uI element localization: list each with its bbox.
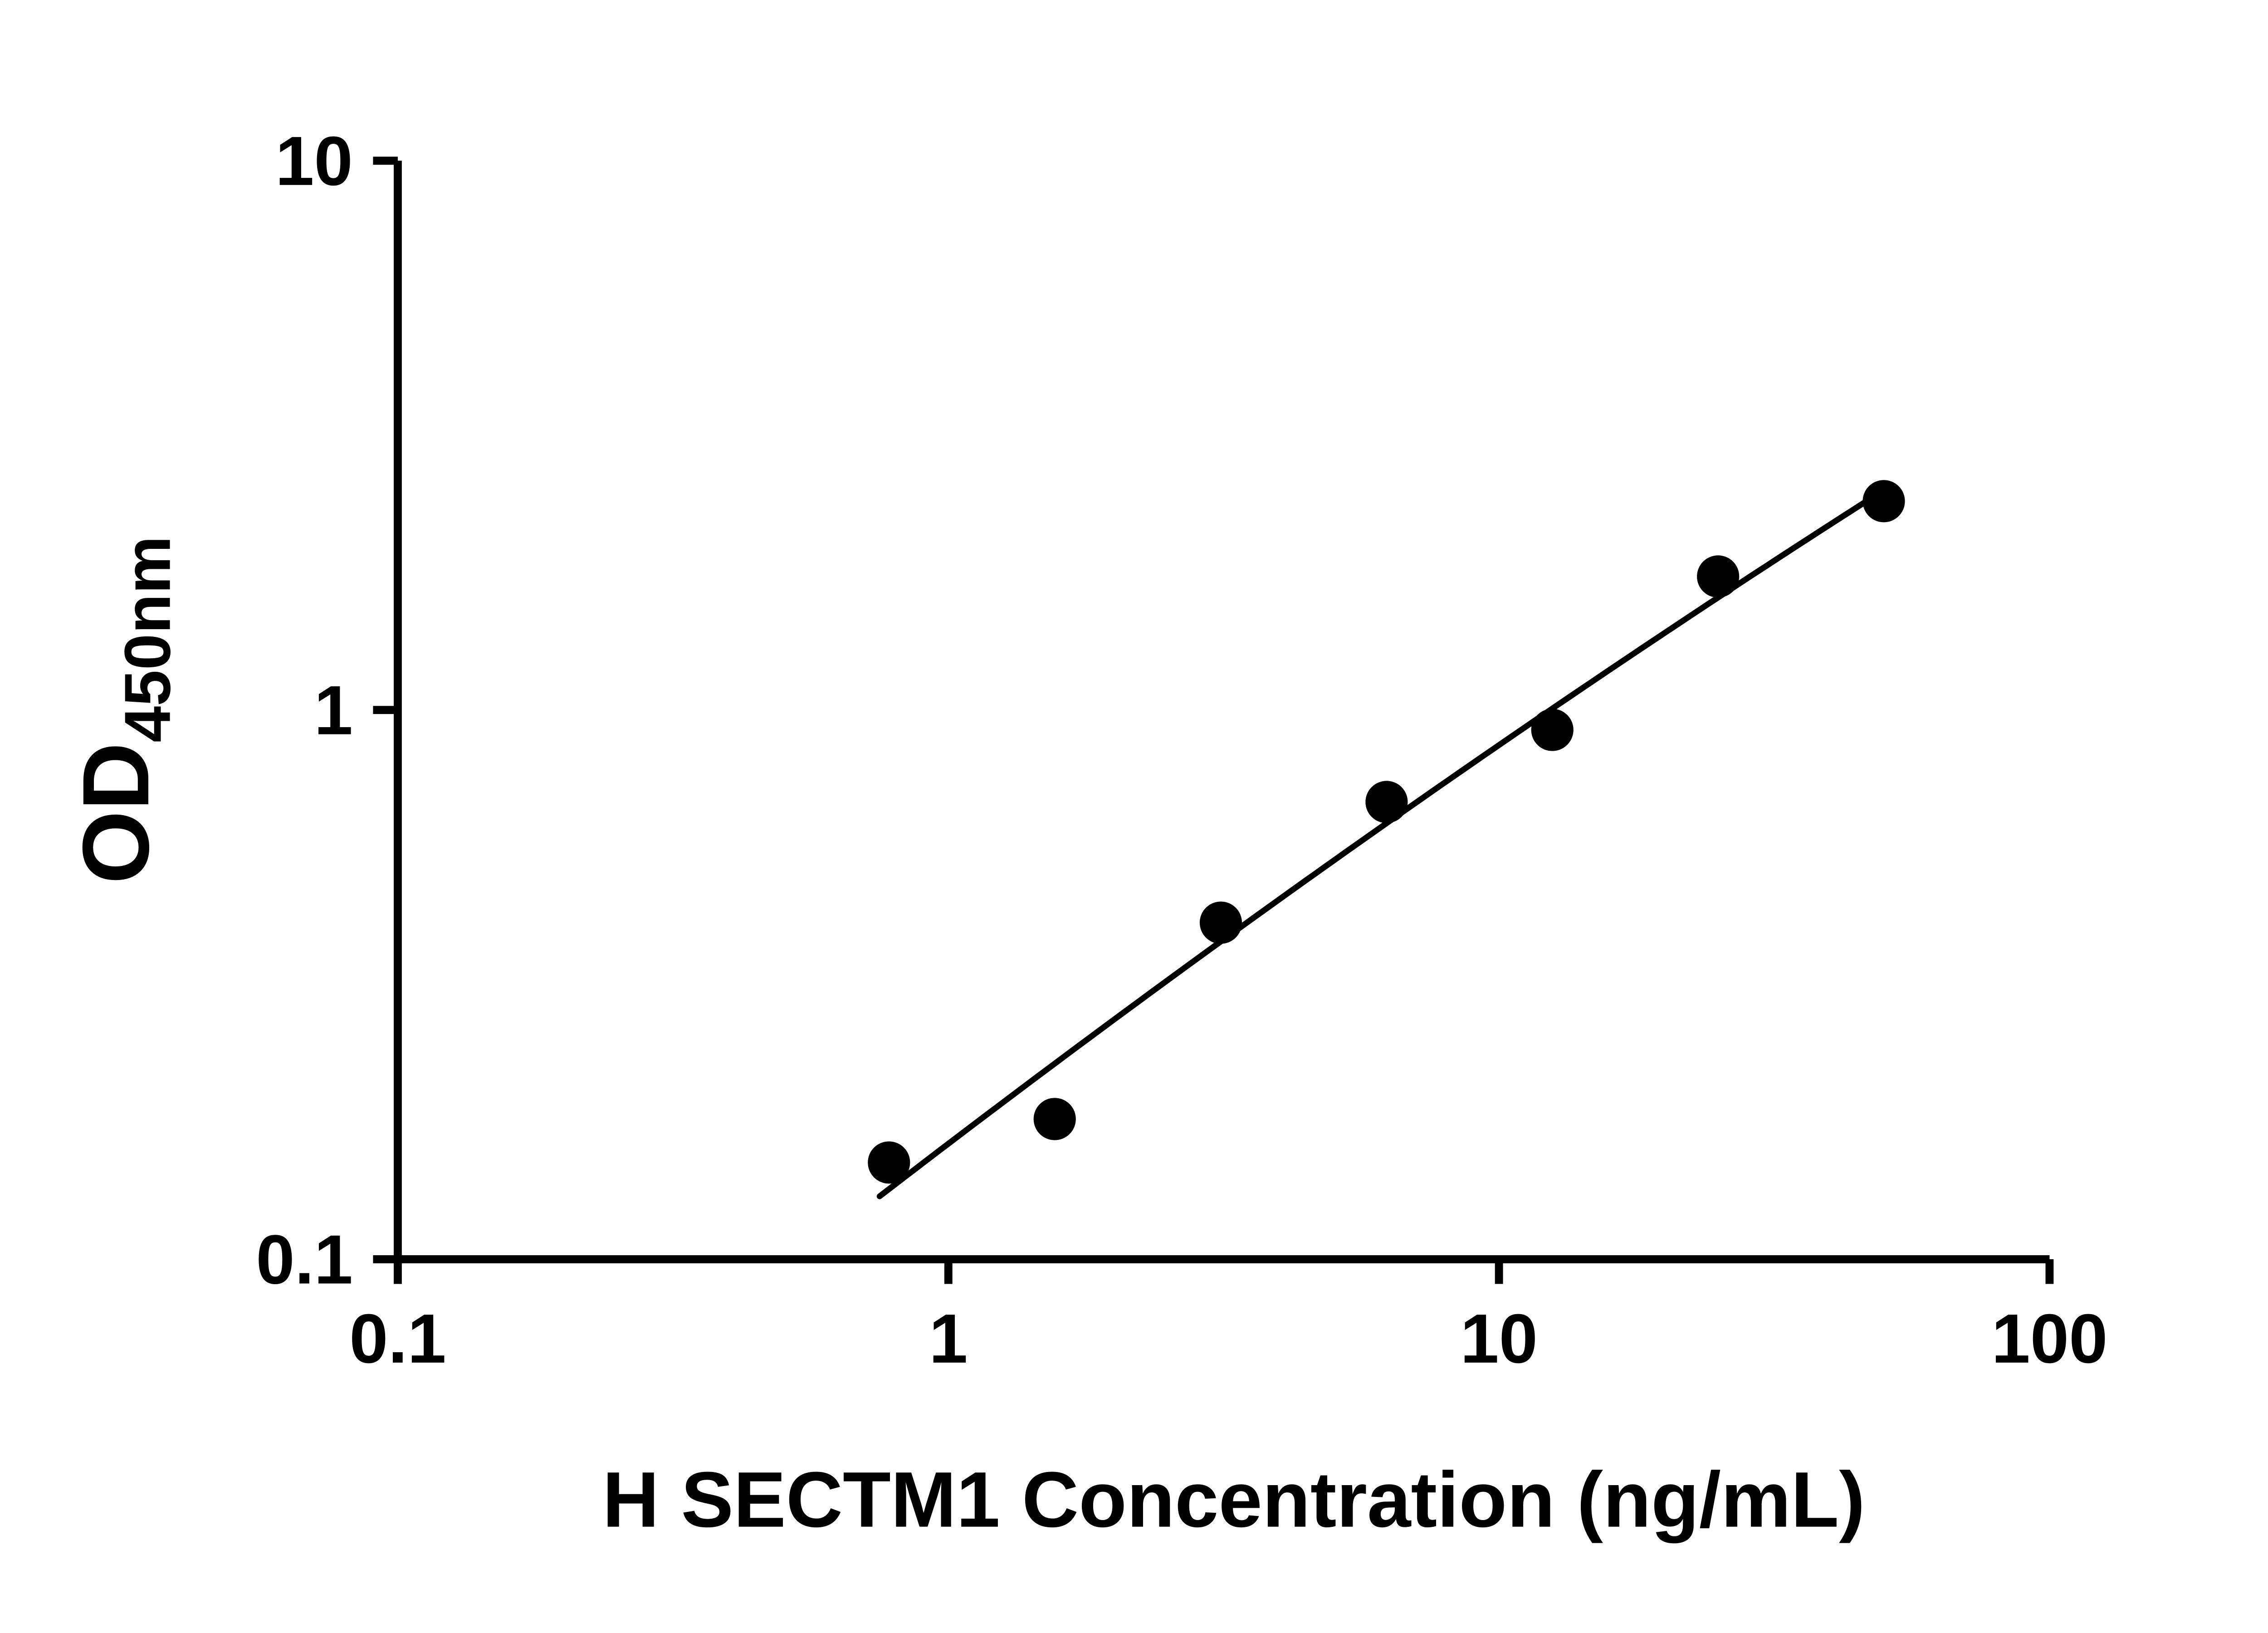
y-axis-title-subscript: 450nm [112,536,184,743]
y-axis-title: OD450nm [64,536,184,884]
data-point [1531,709,1574,751]
data-point [1697,555,1740,598]
y-axis-title-main: OD [64,743,169,884]
x-axis-title: H SECTM1 Concentration (ng/mL) [602,1456,1865,1544]
x-tick-label: 10 [1460,1300,1538,1378]
data-point [868,1141,910,1184]
y-tick-label: 1 [314,671,352,749]
x-tick-label: 1 [929,1300,968,1378]
x-tick-label: 0.1 [349,1300,446,1378]
data-points [868,480,1905,1184]
data-point [1199,901,1242,944]
axes [394,161,2050,1263]
tick-marks-and-labels: 0.1 1 10 100 0.1 1 10 [256,122,2107,1378]
standard-curve-line [876,487,1887,1199]
data-point [1365,781,1408,823]
axis-lines [394,161,2050,1263]
x-tick-label: 100 [1991,1300,2107,1378]
data-point [1033,1098,1076,1140]
data-point [1862,480,1905,523]
fit-curve [876,487,1887,1199]
y-tick-label: 10 [275,122,353,200]
y-tick-label: 0.1 [256,1221,352,1299]
